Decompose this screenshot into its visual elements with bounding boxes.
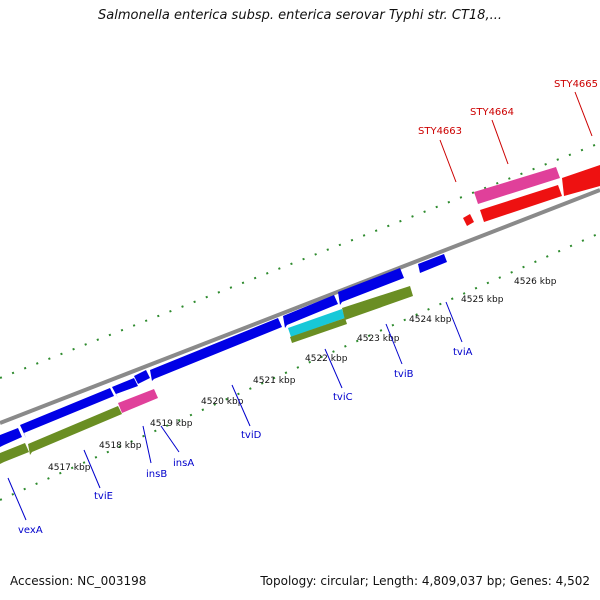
gene-label[interactable]: tviD: [241, 430, 262, 441]
cds-feature[interactable]: [562, 165, 600, 196]
tick-label: 4525 kbp: [461, 295, 504, 305]
lower-tick-track: [0, 232, 600, 501]
cds-feature[interactable]: [0, 443, 29, 464]
cds-feature[interactable]: [342, 286, 413, 320]
cds-feature[interactable]: [418, 254, 447, 273]
tick-label: 4519 kbp: [150, 419, 193, 429]
gene-leaders-red: [439, 91, 593, 183]
cds-feature[interactable]: [474, 167, 560, 204]
cds-feature[interactable]: [338, 268, 404, 305]
cds-feature[interactable]: [288, 309, 345, 337]
cds-feature[interactable]: [290, 318, 347, 343]
gene-label[interactable]: tviE: [94, 491, 113, 502]
genome-summary-text: Topology: circular; Length: 4,809,037 bp…: [260, 574, 590, 588]
cds-feature[interactable]: [112, 378, 138, 398]
gene-label[interactable]: STY4663: [418, 126, 462, 137]
gene-label[interactable]: insA: [173, 458, 194, 469]
cds-feature[interactable]: [150, 318, 282, 381]
cds-feature[interactable]: [134, 370, 150, 384]
tick-label: 4520 kbp: [201, 397, 244, 407]
tick-label: 4518 kbp: [99, 441, 142, 451]
tick-label: 4524 kbp: [409, 315, 452, 325]
cds-feature[interactable]: [463, 214, 474, 226]
upper-tick-track: [0, 142, 600, 379]
tick-label: 4517 kbp: [48, 463, 91, 473]
cds-feature[interactable]: [480, 185, 562, 222]
tick-label: 4522 kbp: [305, 354, 348, 364]
gene-label[interactable]: insB: [146, 469, 167, 480]
cds-feature[interactable]: [118, 389, 158, 413]
gene-label[interactable]: tviC: [333, 392, 353, 403]
gene-label[interactable]: STY4665: [554, 79, 598, 90]
cds-feature[interactable]: [28, 406, 122, 455]
gene-label[interactable]: tviA: [453, 347, 473, 358]
cds-feature[interactable]: [283, 295, 338, 328]
gene-label[interactable]: tviB: [394, 369, 414, 380]
genome-backbone: [0, 188, 600, 425]
cds-feature[interactable]: [20, 388, 114, 438]
gene-label[interactable]: vexA: [18, 525, 43, 536]
tick-label: 4526 kbp: [514, 277, 557, 287]
tick-label: 4521 kbp: [253, 376, 296, 386]
cds-feature[interactable]: [0, 428, 22, 447]
map-title: Salmonella enterica subsp. enterica sero…: [98, 8, 502, 23]
gene-leaders-blue: [7, 301, 463, 521]
gene-label[interactable]: STY4664: [470, 107, 514, 118]
accession-text: Accession: NC_003198: [10, 574, 147, 588]
tick-label: 4523 kbp: [357, 334, 400, 344]
